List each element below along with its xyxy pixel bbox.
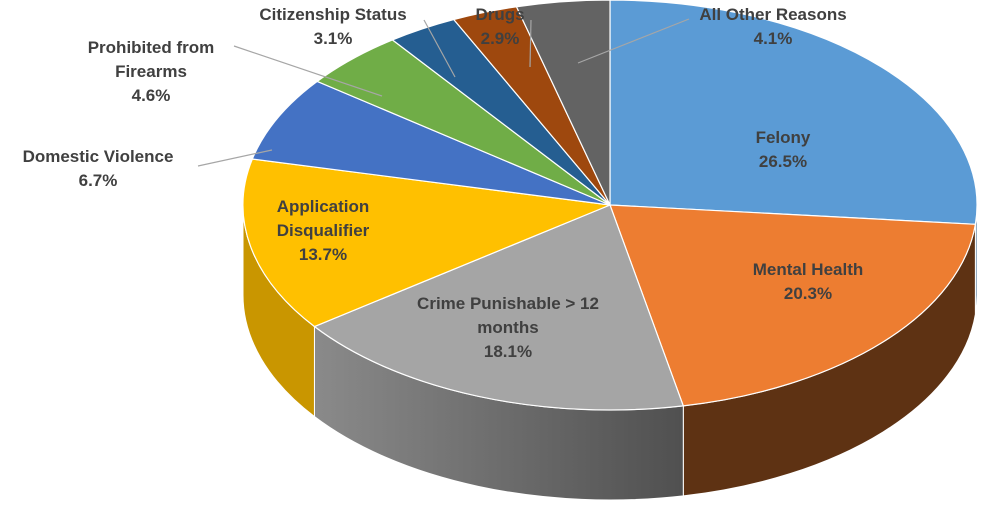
- slice-name-line: All Other Reasons: [699, 5, 846, 24]
- slice-percent: 13.7%: [299, 245, 347, 264]
- slice-percent: 26.5%: [759, 152, 807, 171]
- leader-lines: [197, 18, 690, 167]
- slice-name-line: Felony: [756, 128, 811, 147]
- slice-label-mental-health: Mental Health 20.3%: [753, 260, 864, 303]
- pie-slice-application-disqualifier: [242, 158, 613, 328]
- slice-name-line: Domestic Violence: [23, 147, 174, 166]
- leader-line-all-other-reasons: [577, 18, 690, 64]
- slice-percent: 18.1%: [484, 342, 532, 361]
- pie-slice-mental-health: [609, 204, 977, 407]
- pie-slice-crime-punishable-12-months: [313, 204, 685, 411]
- slice-name-line: Citizenship Status: [259, 5, 406, 24]
- slice-label-all-other-reasons: All Other Reasons 4.1%: [699, 5, 846, 48]
- slice-label-application-disqualifier: Application Disqualifier 13.7%: [277, 197, 370, 264]
- slice-percent: 6.7%: [79, 171, 118, 190]
- pie-slice-all-other-reasons: [515, 0, 611, 206]
- slice-label-citizenship-status: Citizenship Status 3.1%: [259, 5, 406, 48]
- slice-name-line: months: [477, 318, 538, 337]
- pie-slice-felony: [609, 0, 978, 225]
- slice-name-line: Disqualifier: [277, 221, 370, 240]
- leader-line-citizenship-status: [423, 19, 456, 78]
- leader-line-prohibited-from-firearms: [233, 45, 383, 97]
- slice-name-line: Prohibited from: [88, 38, 215, 57]
- pie-top-slices: [242, 0, 978, 411]
- slice-percent: 3.1%: [314, 29, 353, 48]
- pie-slice-domestic-violence: [251, 80, 611, 206]
- slice-label-felony: Felony 26.5%: [756, 128, 811, 171]
- slice-label-prohibited-from-firearms: Prohibited from Firearms 4.6%: [88, 38, 215, 105]
- slice-percent: 20.3%: [784, 284, 832, 303]
- slice-label-domestic-violence: Domestic Violence 6.7%: [23, 147, 174, 190]
- leader-line-domestic-violence: [197, 149, 273, 167]
- slice-label-drugs: Drugs 2.9%: [475, 5, 524, 48]
- slice-percent: 2.9%: [481, 29, 520, 48]
- leader-line-drugs: [529, 19, 532, 68]
- slice-name-line: Crime Punishable > 12: [417, 294, 599, 313]
- slice-name-line: Firearms: [115, 62, 187, 81]
- slice-name-line: Application: [277, 197, 370, 216]
- slice-labels: Felony 26.5% Mental Health 20.3% Crime Punis…: [23, 5, 864, 361]
- slice-percent: 4.1%: [754, 29, 793, 48]
- slice-label-crime-punishable-12-months: Crime Punishable > 12 months 18.1%: [417, 294, 599, 361]
- slice-percent: 4.6%: [132, 86, 171, 105]
- slice-name-line: Drugs: [475, 5, 524, 24]
- slice-name-line: Mental Health: [753, 260, 864, 279]
